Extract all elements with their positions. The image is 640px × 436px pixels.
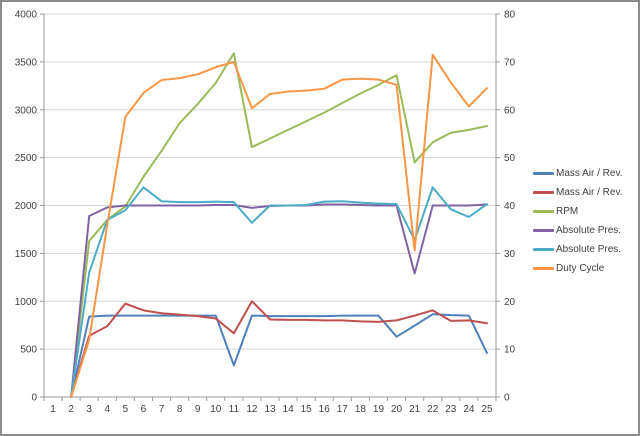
legend-line-swatch-rpm	[533, 209, 554, 213]
x-axis-label-11: 11	[229, 404, 240, 415]
x-axis-label-12: 12	[246, 404, 258, 415]
x-axis-label-10: 10	[210, 404, 222, 415]
y-axis-right-label-50: 50	[504, 153, 516, 164]
x-axis-label-13: 13	[264, 404, 276, 415]
legend-label-rpm: RPM	[556, 205, 579, 217]
x-axis-label-21: 21	[409, 404, 421, 415]
y-axis-left-label-1500: 1500	[15, 249, 38, 260]
legend-line-swatch-absolute-pres-2	[533, 247, 554, 251]
x-axis-label-15: 15	[301, 404, 313, 415]
x-axis-label-6: 6	[141, 404, 147, 415]
legend-label-absolute-pres-2: Absolute Pres.	[556, 243, 622, 255]
legend-item-duty-cycle: Duty Cycle	[533, 262, 623, 274]
y-axis-right-label-70: 70	[504, 57, 516, 68]
y-axis-left-label-3500: 3500	[15, 57, 38, 68]
legend-item-absolute-pres-1: Absolute Pres.	[533, 224, 623, 236]
series-line-rpm	[70, 52, 488, 398]
x-axis-label-25: 25	[481, 404, 493, 415]
x-axis-label-24: 24	[463, 404, 475, 415]
y-axis-right-label-0: 0	[504, 393, 510, 404]
y-axis-left-label-500: 500	[20, 345, 37, 356]
x-axis-label-7: 7	[159, 404, 165, 415]
y-axis-left-label-4000: 4000	[15, 10, 38, 21]
x-axis-label-22: 22	[427, 404, 439, 415]
legend-line-swatch-duty-cycle	[533, 266, 554, 270]
y-axis-right-label-80: 80	[504, 10, 516, 21]
legend-label-mass-air-rev-1: Mass Air / Rev.	[556, 167, 623, 179]
y-axis-left-label-3000: 3000	[15, 105, 38, 116]
x-axis-label-16: 16	[319, 404, 331, 415]
x-axis-label-3: 3	[86, 404, 92, 415]
x-axis-label-8: 8	[177, 404, 183, 415]
legend-line-swatch-mass-air-rev-2	[533, 190, 554, 194]
y-axis-left-label-2500: 2500	[15, 153, 38, 164]
chart-legend: Mass Air / Rev. Mass Air / Rev. RPM Absolut…	[533, 167, 623, 274]
x-axis-label-5: 5	[123, 404, 129, 415]
x-axis-label-1: 1	[50, 404, 56, 415]
legend-label-absolute-pres-1: Absolute Pres.	[556, 224, 622, 236]
legend-line-swatch-mass-air-rev-1	[533, 171, 554, 175]
legend-label-mass-air-rev-2: Mass Air / Rev.	[556, 186, 623, 198]
x-axis-label-17: 17	[337, 404, 349, 415]
x-axis-label-23: 23	[445, 404, 457, 415]
legend-item-absolute-pres-2: Absolute Pres.	[533, 243, 623, 255]
x-axis-label-4: 4	[104, 404, 110, 415]
x-axis-label-9: 9	[195, 404, 201, 415]
x-axis-label-20: 20	[391, 404, 403, 415]
y-axis-right-label-10: 10	[504, 345, 516, 356]
legend-item-mass-air-rev-2: Mass Air / Rev.	[533, 186, 623, 198]
y-axis-left-label-1000: 1000	[15, 297, 38, 308]
y-axis-right-label-40: 40	[504, 201, 516, 212]
legend-label-duty-cycle: Duty Cycle	[556, 262, 605, 274]
x-axis-label-19: 19	[373, 404, 385, 415]
y-axis-right-label-20: 20	[504, 297, 516, 308]
y-axis-right-label-60: 60	[504, 105, 516, 116]
series-line-duty-cycle	[70, 53, 488, 398]
y-axis-right-label-30: 30	[504, 249, 516, 260]
legend-item-rpm: RPM	[533, 205, 623, 217]
y-axis-left-label-0: 0	[31, 393, 37, 404]
x-axis-label-2: 2	[68, 404, 74, 415]
legend-line-swatch-absolute-pres-1	[533, 228, 554, 232]
x-axis-label-14: 14	[283, 404, 295, 415]
y-axis-left-label-2000: 2000	[15, 201, 38, 212]
x-axis-label-18: 18	[355, 404, 367, 415]
legend-item-mass-air-rev-1: Mass Air / Rev.	[533, 167, 623, 179]
series-line-mass-air-rev-2	[70, 300, 488, 398]
series-line-absolute-pres-2	[70, 186, 488, 398]
series-line-mass-air-rev-1	[70, 313, 488, 398]
